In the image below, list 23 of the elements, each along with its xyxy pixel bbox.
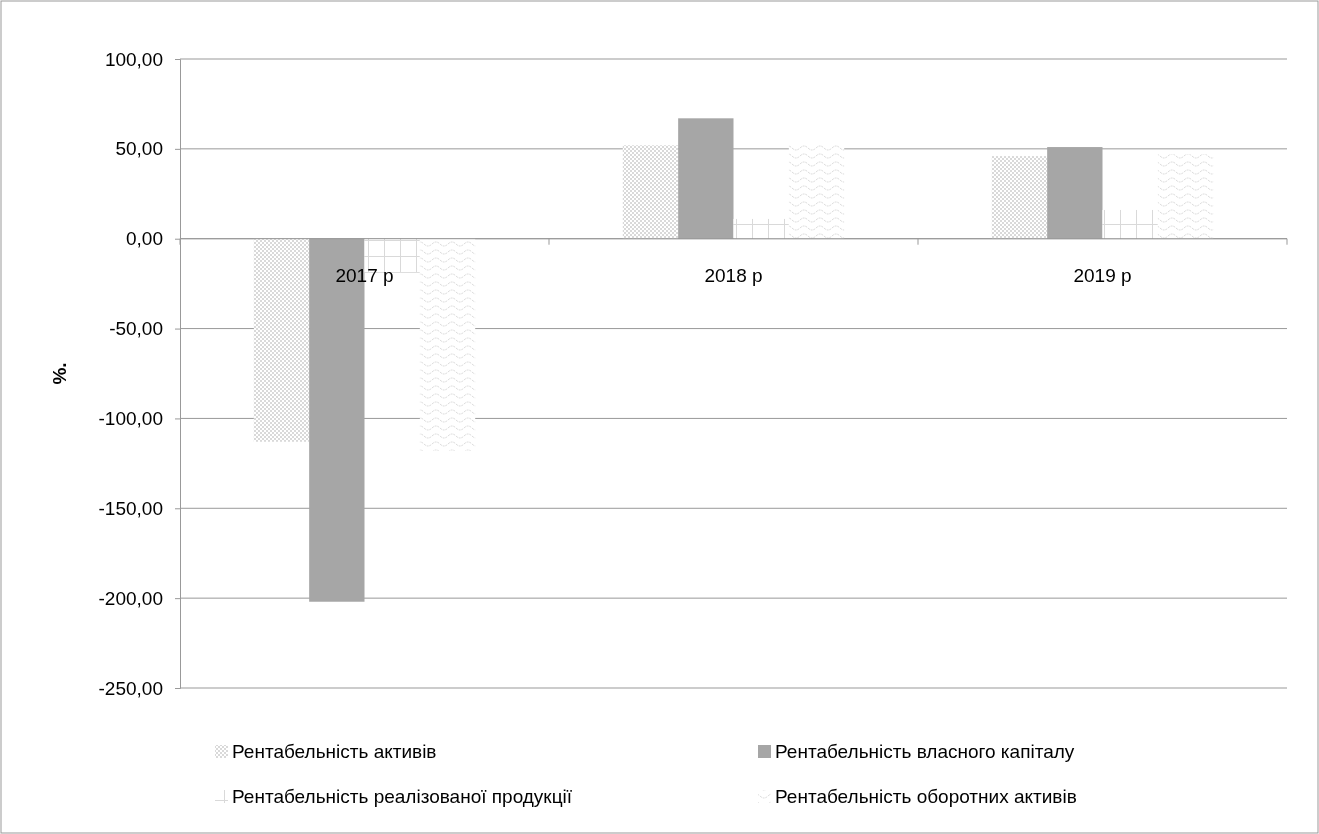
y-tick-label: -250,00 <box>98 677 163 699</box>
legend-label: Рентабельність власного капіталу <box>775 741 1075 762</box>
legend-label: Рентабельність оборотних активів <box>775 786 1077 807</box>
x-tick-label: 2018 р <box>704 264 763 286</box>
y-tick-label: -200,00 <box>98 587 163 609</box>
bar <box>622 145 679 239</box>
y-tick-label: -50,00 <box>109 318 163 340</box>
y-tick-label: 0,00 <box>126 228 163 250</box>
x-tick-label: 2017 р <box>335 264 394 286</box>
bar <box>253 238 310 442</box>
y-axis-title: %. <box>49 362 70 385</box>
y-tick-label: -150,00 <box>98 497 163 519</box>
bar <box>1047 147 1103 239</box>
legend-label: Рентабельність активів <box>232 741 437 762</box>
bar <box>991 156 1048 239</box>
y-tick-label: 50,00 <box>115 138 163 160</box>
bar <box>678 118 734 239</box>
legend-label: Рентабельність реалізованої продукції <box>232 786 573 807</box>
bar <box>733 218 789 239</box>
bar <box>1102 209 1158 239</box>
y-tick-label: -100,00 <box>98 408 163 430</box>
y-tick-label: 100,00 <box>104 48 163 70</box>
x-tick-label: 2019 р <box>1073 264 1132 286</box>
